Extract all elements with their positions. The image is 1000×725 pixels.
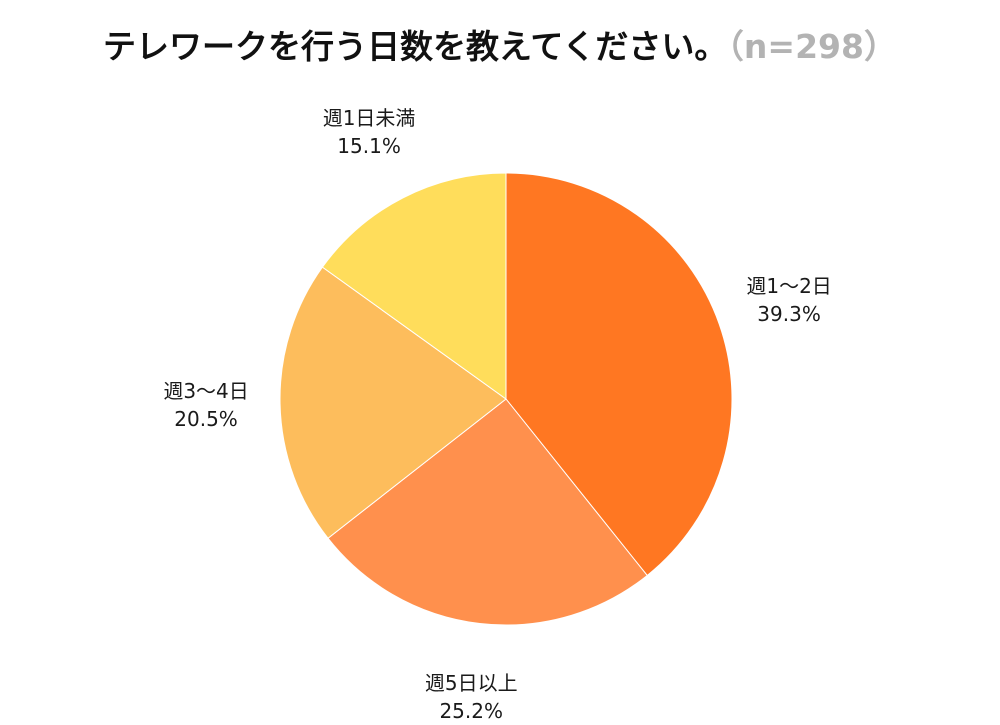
slice-label-name: 週5日以上 [424, 670, 518, 695]
slice-label-name: 週1〜2日 [746, 273, 832, 298]
slice-label-weekly-5-plus-days: 週5日以上 25.2% [425, 669, 518, 725]
chart-title-main: テレワークを行う日数を教えてください。 [103, 27, 728, 66]
slice-label-value: 39.3% [757, 301, 821, 326]
slice-label-weekly-1-2-days: 週1〜2日 39.3% [746, 272, 831, 328]
slice-label-weekly-3-4-days: 週3〜4日 20.5% [163, 377, 248, 433]
chart-title: テレワークを行う日数を教えてください。（n=298） [0, 30, 1000, 63]
slice-label-name: 週1日未満 [322, 106, 416, 131]
slice-weekly-1-2-days [505, 172, 733, 577]
slice-weekly-5-plus-days [327, 398, 648, 626]
slice-label-less-than-weekly: 週1日未満 15.1% [323, 104, 416, 160]
slice-label-value: 20.5% [174, 407, 238, 432]
slice-label-value: 15.1% [337, 134, 401, 159]
pie-chart [279, 172, 733, 626]
slice-weekly-3-4-days [279, 266, 507, 539]
pie-slices [279, 172, 733, 626]
chart-sample-size: （n=298） [727, 27, 897, 66]
slice-less-than-weekly [321, 172, 507, 400]
slice-label-name: 週3〜4日 [163, 379, 249, 404]
slice-label-value: 25.2% [439, 698, 504, 723]
